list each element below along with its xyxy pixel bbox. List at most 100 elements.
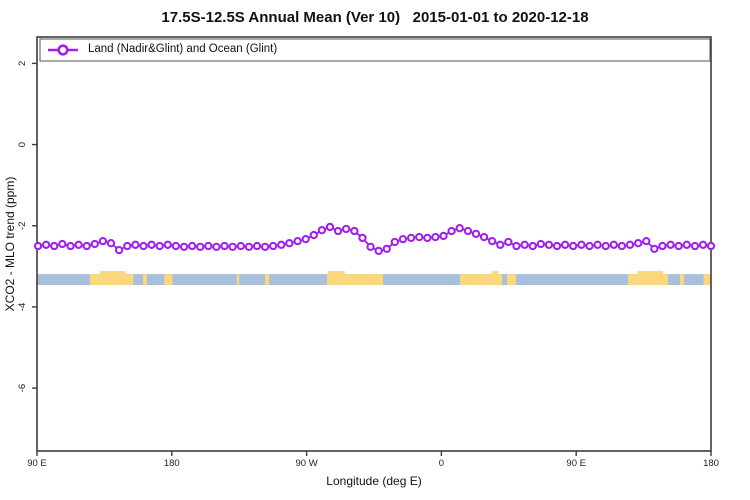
x-tick-label: 180: [164, 458, 180, 469]
data-point-marker: [358, 233, 367, 243]
data-point-marker: [98, 237, 108, 246]
data-point-marker: [512, 241, 521, 251]
land-ridge: [99, 271, 126, 275]
data-point-marker: [406, 233, 416, 243]
data-point-marker: [74, 240, 83, 249]
land-ridge: [491, 271, 499, 275]
data-point-marker: [528, 241, 537, 251]
land-patch: [459, 274, 502, 285]
data-point-marker: [277, 240, 286, 249]
data-point-marker: [382, 244, 391, 254]
data-point-marker: [585, 241, 594, 251]
data-point-marker: [544, 240, 554, 249]
data-point-marker: [439, 231, 448, 241]
data-point-marker: [123, 241, 132, 251]
data-point-marker: [415, 232, 424, 242]
data-point-marker: [66, 241, 75, 251]
data-point-marker: [536, 239, 546, 249]
data-point-marker: [366, 242, 375, 251]
data-point-marker: [58, 239, 67, 249]
data-point-marker: [552, 241, 562, 251]
data-point-marker: [601, 241, 610, 251]
data-point-marker: [204, 241, 213, 251]
data-point-marker: [479, 232, 489, 242]
legend-box: [39, 38, 711, 62]
data-point-marker: [488, 237, 497, 246]
data-point-marker: [374, 246, 383, 256]
data-point-marker: [236, 241, 245, 251]
data-point-marker: [90, 239, 99, 249]
x-tick-label: 0: [439, 458, 444, 469]
data-point-marker: [179, 242, 189, 251]
data-point-marker: [617, 241, 627, 251]
data-point-marker: [682, 240, 691, 249]
data-point-marker: [650, 244, 659, 254]
data-point-marker: [520, 240, 529, 249]
land-patch: [326, 274, 383, 285]
data-point-marker: [196, 242, 205, 251]
land-patch: [143, 274, 147, 285]
data-point-marker: [350, 226, 359, 236]
data-point-marker: [188, 241, 197, 251]
data-point-marker: [82, 241, 91, 251]
y-tick-label: -4: [17, 303, 28, 311]
data-point-marker: [698, 240, 708, 249]
data-point-marker: [455, 224, 464, 233]
data-point-marker: [496, 240, 505, 249]
data-point-marker: [171, 241, 180, 251]
data-point-marker: [642, 237, 651, 246]
land-patch: [264, 274, 270, 285]
x-tick-label: 90 E: [27, 458, 47, 469]
land-ridge: [328, 271, 345, 275]
data-point-marker: [147, 240, 156, 249]
data-point-marker: [658, 241, 667, 251]
y-tick-label: -2: [17, 222, 28, 230]
land-patch: [507, 274, 516, 285]
data-point-marker: [463, 226, 473, 236]
data-point-marker: [228, 242, 237, 251]
data-point-marker: [593, 240, 602, 249]
data-point-marker: [139, 241, 148, 251]
data-point-marker: [666, 240, 675, 249]
data-point-marker: [706, 241, 716, 251]
legend-marker-icon: [57, 44, 69, 56]
y-tick-label: 0: [17, 142, 28, 147]
data-point-marker: [431, 232, 440, 242]
data-point-marker: [674, 241, 683, 251]
data-point-marker: [131, 240, 140, 249]
data-point-marker: [634, 239, 643, 248]
data-point-marker: [625, 240, 635, 249]
y-axis-label: XCO2 - MLO trend (ppm): [3, 176, 17, 312]
data-point-marker: [269, 241, 278, 251]
data-point-marker: [690, 241, 700, 251]
data-point-marker: [163, 240, 172, 249]
data-point-marker: [244, 242, 254, 251]
chart-title: 17.5S-12.5S Annual Mean (Ver 10) 2015-01…: [161, 9, 589, 26]
data-point-marker: [398, 234, 408, 244]
data-point-marker: [285, 239, 294, 248]
x-axis-label: Longitude (deg E): [326, 474, 422, 488]
y-tick-label: 2: [17, 61, 28, 66]
x-tick-label: 90 E: [566, 458, 586, 469]
y-tick-label: -6: [17, 384, 28, 392]
data-point-marker: [293, 237, 302, 246]
land-patch: [90, 274, 134, 285]
data-point-marker: [471, 229, 481, 239]
land-patch: [628, 274, 669, 285]
data-point-marker: [155, 241, 164, 251]
data-point-marker: [50, 241, 59, 251]
data-point-marker: [114, 245, 124, 255]
data-point-marker: [260, 242, 270, 251]
data-point-marker: [220, 241, 229, 251]
data-point-marker: [447, 226, 456, 236]
land-patch: [236, 274, 240, 285]
data-point-marker: [317, 226, 327, 235]
data-point-marker: [423, 233, 432, 243]
land-patch: [164, 274, 173, 285]
data-point-marker: [577, 240, 586, 249]
x-tick-label: 180: [703, 458, 719, 469]
data-point-marker: [106, 239, 116, 248]
data-point-marker: [609, 240, 618, 249]
